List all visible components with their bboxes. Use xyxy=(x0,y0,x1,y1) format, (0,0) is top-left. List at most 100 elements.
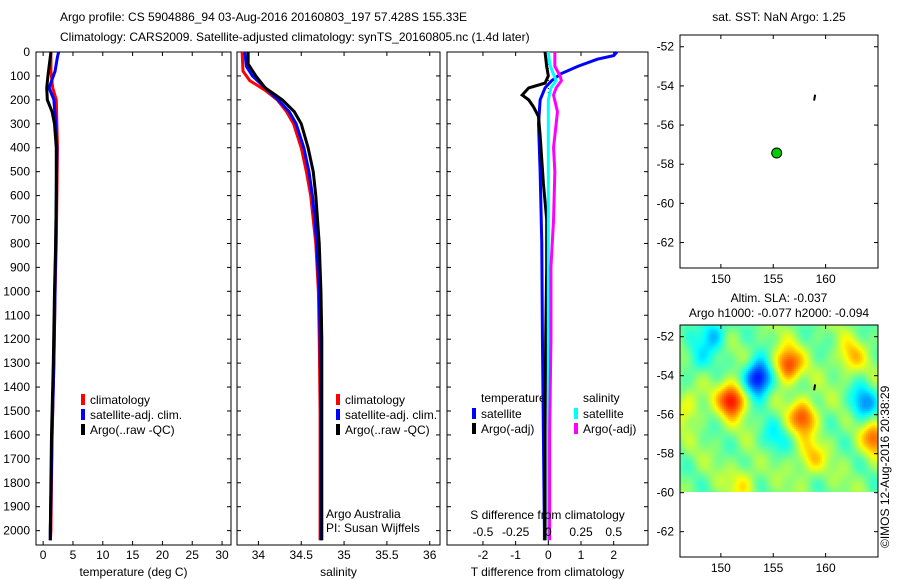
x-tick-label: 160 xyxy=(816,561,836,575)
sla-title-line-1: Altim. SLA: -0.037 xyxy=(731,291,828,305)
pi-text: PI: Susan Wijffels xyxy=(326,521,420,535)
legend-swatch xyxy=(336,394,340,405)
series-argo-raw-qc- xyxy=(45,51,58,541)
x-axis-label: T difference from climatology xyxy=(471,565,625,579)
s-tick-label: -0.25 xyxy=(502,525,530,539)
y-tick-label: -52 xyxy=(657,40,675,54)
sst-map-axes xyxy=(679,34,879,269)
x-tick-label: 150 xyxy=(711,561,731,575)
y-tick-label: 500 xyxy=(10,165,30,179)
sla-title-line-2: Argo h1000: -0.077 h2000: -0.094 xyxy=(689,306,869,320)
x-tick-label: -1 xyxy=(510,548,521,562)
y-tick-label: 200 xyxy=(10,93,30,107)
legend-swatch xyxy=(574,408,578,419)
x-tick-label: 155 xyxy=(763,272,783,286)
float-track xyxy=(813,384,817,391)
legend-title-salinity: salinity xyxy=(583,391,620,405)
y-tick-label: -60 xyxy=(657,196,675,210)
x-tick-label: 25 xyxy=(186,548,200,562)
x-tick-label: 0 xyxy=(40,548,47,562)
y-tick-label: 300 xyxy=(10,117,30,131)
x-tick-label: 35.5 xyxy=(375,548,399,562)
legend-swatch xyxy=(472,423,476,434)
y-tick-label: 1600 xyxy=(3,428,30,442)
legend-label: Argo(..raw -QC) xyxy=(90,423,175,437)
x-tick-label: 0 xyxy=(545,548,552,562)
series-temperature-argo-adj- xyxy=(519,51,550,541)
legend-label: satellite-adj. clim. xyxy=(90,408,182,422)
x-tick-label: 155 xyxy=(763,561,783,575)
x-tick-label: 30 xyxy=(215,548,229,562)
x-tick-label: 160 xyxy=(816,272,836,286)
legend-swatch xyxy=(472,408,476,419)
legend-label: Argo(..raw -QC) xyxy=(345,423,430,437)
imos-timestamp: ©IMOS 12-Aug-2016 20:38:29 xyxy=(878,385,892,548)
y-tick-label: 0 xyxy=(23,45,30,59)
x-tick-label: 10 xyxy=(96,548,110,562)
y-tick-label: -58 xyxy=(657,157,675,171)
title-line-1: Argo profile: CS 5904886_94 03-Aug-2016 … xyxy=(60,10,467,24)
y-tick-label: 1900 xyxy=(3,500,30,514)
x-tick-label: 150 xyxy=(711,272,731,286)
x-tick-label: 2 xyxy=(610,548,617,562)
series-temperature-satellite xyxy=(537,50,619,541)
temperature-axes xyxy=(35,51,232,546)
x-tick-label: 34 xyxy=(252,548,266,562)
legend-swatch xyxy=(81,394,85,405)
legend-label: Argo(-adj) xyxy=(583,422,636,436)
y-tick-label: 600 xyxy=(10,189,30,203)
title-line-2: Climatology: CARS2009. Satellite-adjuste… xyxy=(60,30,530,44)
s-axis-label: S difference from climatology xyxy=(470,508,625,522)
y-tick-label: 800 xyxy=(10,236,30,250)
salinity-axes xyxy=(236,51,441,546)
series-salinity-argo-adj- xyxy=(548,52,564,541)
x-tick-label: 35 xyxy=(337,548,351,562)
s-tick-label: 0.25 xyxy=(569,525,593,539)
y-tick-label: -54 xyxy=(657,79,675,93)
difference-axes xyxy=(446,51,649,546)
float-track xyxy=(813,94,817,101)
y-tick-label: 1500 xyxy=(3,404,30,418)
sst-map-title: sat. SST: NaN Argo: 1.25 xyxy=(712,10,846,24)
y-tick-label: 1000 xyxy=(3,284,30,298)
x-tick-label: 1 xyxy=(578,548,585,562)
y-tick-label: 1200 xyxy=(3,332,30,346)
y-tick-label: 2000 xyxy=(3,524,30,538)
legend-label: climatology xyxy=(90,393,150,407)
y-tick-label: -60 xyxy=(657,486,675,500)
s-tick-label: 0 xyxy=(545,525,552,539)
y-tick-label: -56 xyxy=(657,408,675,422)
y-tick-label: 1100 xyxy=(4,308,30,322)
s-tick-label: 0.5 xyxy=(605,525,622,539)
legend-swatch xyxy=(336,409,340,420)
y-tick-label: 400 xyxy=(10,141,30,155)
y-tick-label: -56 xyxy=(657,118,675,132)
x-tick-label: 36 xyxy=(423,548,437,562)
legend-label: climatology xyxy=(345,393,405,407)
y-tick-label: 100 xyxy=(10,69,30,83)
legend-swatch xyxy=(336,424,340,435)
legend-swatch xyxy=(81,424,85,435)
y-tick-label: -62 xyxy=(657,525,675,539)
legend-swatch xyxy=(574,423,578,434)
sla-map-axes xyxy=(679,324,879,558)
x-axis-label: temperature (deg C) xyxy=(79,565,187,579)
sla-heatmap xyxy=(680,325,878,492)
y-tick-label: -58 xyxy=(657,447,675,461)
legend-label: satellite xyxy=(583,407,624,421)
legend-title-temperature: temperature xyxy=(481,391,546,405)
x-tick-label: 5 xyxy=(70,548,77,562)
series-argo-raw-qc- xyxy=(246,52,324,541)
y-tick-label: 1700 xyxy=(3,452,30,466)
credit-text: Argo Australia xyxy=(326,507,401,521)
s-tick-label: -0.5 xyxy=(473,525,494,539)
legend-label: Argo(-adj) xyxy=(481,422,534,436)
x-axis-label: salinity xyxy=(320,565,357,579)
y-tick-label: 900 xyxy=(10,260,30,274)
y-tick-label: 700 xyxy=(10,213,30,227)
x-tick-label: -2 xyxy=(478,548,489,562)
y-tick-label: -54 xyxy=(657,369,675,383)
y-tick-label: -52 xyxy=(657,330,675,344)
y-tick-label: 1400 xyxy=(3,380,30,394)
